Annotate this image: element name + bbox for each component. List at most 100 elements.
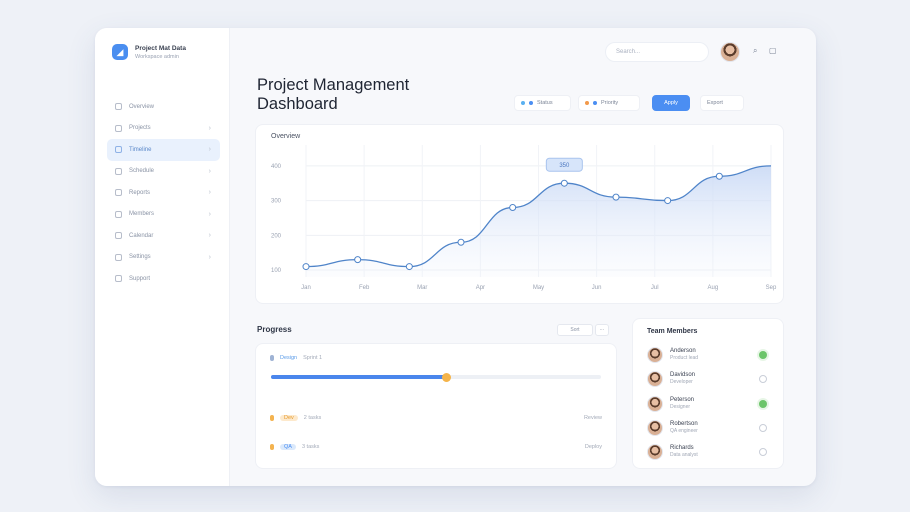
member-role: QA engineer bbox=[670, 427, 698, 434]
member-role: Data analyst bbox=[670, 452, 698, 459]
sidebar: ◢ Project Mat Data Workspace admin Overv… bbox=[95, 28, 230, 486]
sidebar-item-label: Timeline bbox=[129, 146, 152, 153]
x-tick-label: Sep bbox=[766, 285, 777, 291]
team-member-row[interactable]: Davidson Developer bbox=[647, 369, 771, 389]
search-icon[interactable]: ⌕ bbox=[753, 46, 758, 55]
chart-area-fill bbox=[306, 165, 771, 277]
nav-icon bbox=[115, 189, 122, 197]
sidebar-item-schedule[interactable]: Schedule › bbox=[107, 161, 220, 183]
progress-title: Progress bbox=[257, 325, 292, 334]
task-row[interactable]: Dev 2 tasks Review bbox=[270, 415, 602, 421]
status-indicator-icon bbox=[759, 448, 767, 457]
filter-dot-icon bbox=[593, 101, 597, 105]
main-content: Search... ⌕ ▢ Project Management Dashboa… bbox=[230, 28, 816, 486]
task-bullet-icon bbox=[270, 444, 274, 450]
chart-data-point bbox=[509, 204, 517, 212]
line-chart: 400 300 200 100 Jan Feb Mar Apr May Jun Jul Aug Sep 3… bbox=[271, 145, 777, 291]
page-title: Project Management Dashboard bbox=[257, 76, 410, 113]
chart-data-point bbox=[715, 172, 723, 180]
logo-icon: ◢ bbox=[112, 44, 128, 60]
x-tick-label: Apr bbox=[476, 285, 485, 291]
sidebar-item-members[interactable]: Members › bbox=[107, 204, 220, 226]
brand-title: Project Mat Data bbox=[135, 45, 186, 52]
chevron-right-icon: › bbox=[208, 253, 211, 261]
search-input[interactable]: Search... bbox=[605, 42, 709, 62]
nav-icon bbox=[115, 167, 122, 175]
more-icon[interactable]: ⋯ bbox=[595, 324, 609, 336]
bell-icon[interactable]: ▢ bbox=[769, 46, 777, 55]
progress-card: Design Sprint 1 Dev 2 tasks Review QA 3 … bbox=[255, 343, 617, 469]
member-avatar bbox=[647, 444, 663, 461]
chart-data-point bbox=[560, 179, 568, 187]
filter-label: Status bbox=[537, 100, 553, 106]
sidebar-item-support[interactable]: Support bbox=[107, 268, 220, 290]
member-name: Peterson bbox=[670, 396, 695, 403]
y-tick-label: 100 bbox=[271, 268, 282, 274]
x-tick-label: May bbox=[533, 285, 544, 291]
task-meta: 2 tasks bbox=[303, 415, 322, 421]
progress-row-meta: Sprint 1 bbox=[303, 355, 323, 361]
team-member-row[interactable]: Peterson Designer bbox=[647, 394, 771, 414]
user-avatar[interactable] bbox=[720, 42, 740, 62]
nav-icon bbox=[115, 232, 122, 240]
sidebar-item-timeline[interactable]: Timeline › bbox=[107, 139, 220, 161]
team-member-row[interactable]: Robertson QA engineer bbox=[647, 418, 771, 438]
nav-icon bbox=[115, 146, 122, 154]
task-tag: Dev bbox=[280, 415, 298, 421]
chevron-right-icon: › bbox=[208, 189, 211, 197]
chart-tooltip-label: 350 bbox=[559, 163, 570, 169]
member-role: Developer bbox=[670, 379, 693, 386]
task-tag: QA bbox=[280, 444, 296, 450]
progress-track[interactable] bbox=[271, 372, 601, 382]
flag-icon bbox=[270, 355, 274, 361]
team-member-row[interactable]: Anderson Product lead bbox=[647, 345, 771, 365]
app-window: ◢ Project Mat Data Workspace admin Overv… bbox=[95, 28, 816, 486]
sidebar-item-label: Schedule bbox=[129, 168, 155, 175]
chart-series-line bbox=[305, 165, 772, 268]
member-name: Robertson bbox=[670, 420, 698, 427]
task-extra: Review bbox=[583, 415, 602, 421]
nav-icon bbox=[115, 253, 122, 261]
chevron-right-icon: › bbox=[208, 124, 211, 132]
status-indicator-icon bbox=[759, 423, 767, 432]
team-card: Team Members Anderson Product lead Davidso… bbox=[632, 318, 784, 469]
task-row[interactable]: QA 3 tasks Deploy bbox=[270, 444, 602, 450]
progress-row-label: Design bbox=[280, 355, 298, 361]
team-member-row[interactable]: Richards Data analyst bbox=[647, 442, 771, 462]
progress-fill bbox=[271, 375, 446, 379]
sort-button[interactable]: Sort bbox=[557, 324, 593, 336]
nav-icon bbox=[115, 124, 122, 132]
y-tick-label: 300 bbox=[271, 199, 282, 205]
sidebar-item-calendar[interactable]: Calendar › bbox=[107, 225, 220, 247]
nav-icon bbox=[115, 103, 122, 111]
chart-data-point bbox=[354, 256, 362, 264]
member-avatar bbox=[647, 419, 663, 436]
sidebar-item-overview[interactable]: Overview bbox=[107, 96, 220, 118]
chevron-right-icon: › bbox=[208, 146, 211, 154]
sidebar-item-label: Members bbox=[129, 211, 155, 218]
member-avatar bbox=[647, 395, 663, 412]
chart-data-point bbox=[302, 263, 310, 271]
sidebar-item-label: Reports bbox=[129, 189, 151, 196]
progress-knob[interactable] bbox=[441, 372, 451, 382]
filter-apply-button[interactable]: Apply bbox=[652, 95, 690, 111]
y-tick-label: 400 bbox=[271, 164, 282, 170]
x-tick-label: Jun bbox=[592, 285, 602, 291]
filter-export-button[interactable]: Export bbox=[700, 95, 744, 111]
chart-data-point bbox=[612, 193, 620, 201]
chart-data-point bbox=[405, 263, 413, 271]
filter-status-button[interactable]: Status bbox=[514, 95, 571, 111]
chart-title: Overview bbox=[271, 133, 301, 140]
member-name: Anderson bbox=[670, 348, 696, 354]
search-placeholder: Search... bbox=[616, 49, 641, 55]
filter-priority-button[interactable]: Priority bbox=[578, 95, 640, 111]
sidebar-item-label: Settings bbox=[129, 254, 151, 261]
sidebar-item-projects[interactable]: Projects › bbox=[107, 118, 220, 140]
chevron-right-icon: › bbox=[208, 232, 211, 240]
sidebar-item-reports[interactable]: Reports › bbox=[107, 182, 220, 204]
sidebar-item-settings[interactable]: Settings › bbox=[107, 247, 220, 269]
member-avatar bbox=[647, 347, 663, 363]
brand[interactable]: ◢ Project Mat Data Workspace admin bbox=[112, 44, 186, 62]
sidebar-item-label: Projects bbox=[129, 125, 151, 132]
member-name: Richards bbox=[670, 445, 694, 452]
